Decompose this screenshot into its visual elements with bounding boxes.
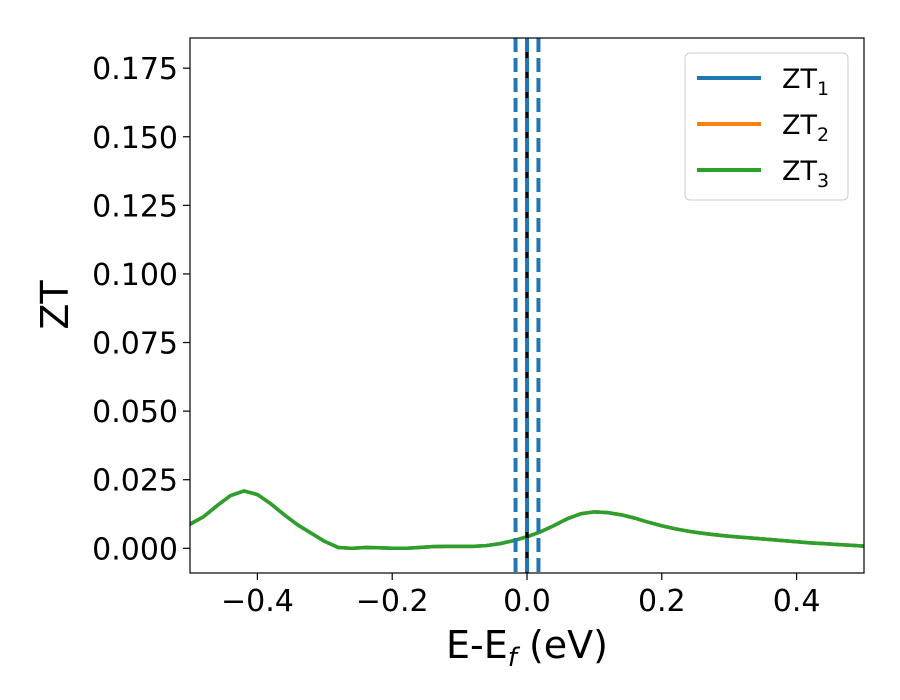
y-tick-label: 0.175 [92,52,178,87]
x-tick-label: 0.4 [773,584,821,619]
x-tick-label: 0.2 [638,584,686,619]
y-axis-label: ZT [33,280,77,330]
y-tick-label: 0.075 [92,327,178,362]
y-tick-label: 0.100 [92,258,178,293]
x-axis-ticks: −0.4 −0.2 0.0 0.2 0.4 [221,573,820,619]
y-tick-label: 0.150 [92,121,178,156]
legend-entries: ZT1 ZT2 ZT3 [697,64,829,192]
x-tick-label: −0.2 [356,584,429,619]
x-axis-label-unit: (eV) [517,623,608,667]
x-tick-label: 0.0 [503,584,551,619]
y-tick-label: 0.000 [92,532,178,567]
vline-layer [513,38,541,573]
legend-label-2: ZT2 [782,110,829,146]
x-axis-label-main: E-E [446,623,508,667]
x-tick-label: −0.4 [221,584,294,619]
legend: ZT1 ZT2 ZT3 [684,52,849,201]
y-tick-label: 0.125 [92,189,178,224]
y-tick-label: 0.025 [92,464,178,499]
x-axis-label: E-Ef (eV) [446,623,608,673]
legend-box [684,52,849,201]
y-tick-label: 0.050 [92,395,178,430]
legend-label-3: ZT3 [782,156,829,192]
y-axis-ticks: 0.000 0.025 0.050 0.075 0.100 0.125 0.150 0.175 [92,52,190,567]
legend-label-1: ZT1 [782,64,829,100]
